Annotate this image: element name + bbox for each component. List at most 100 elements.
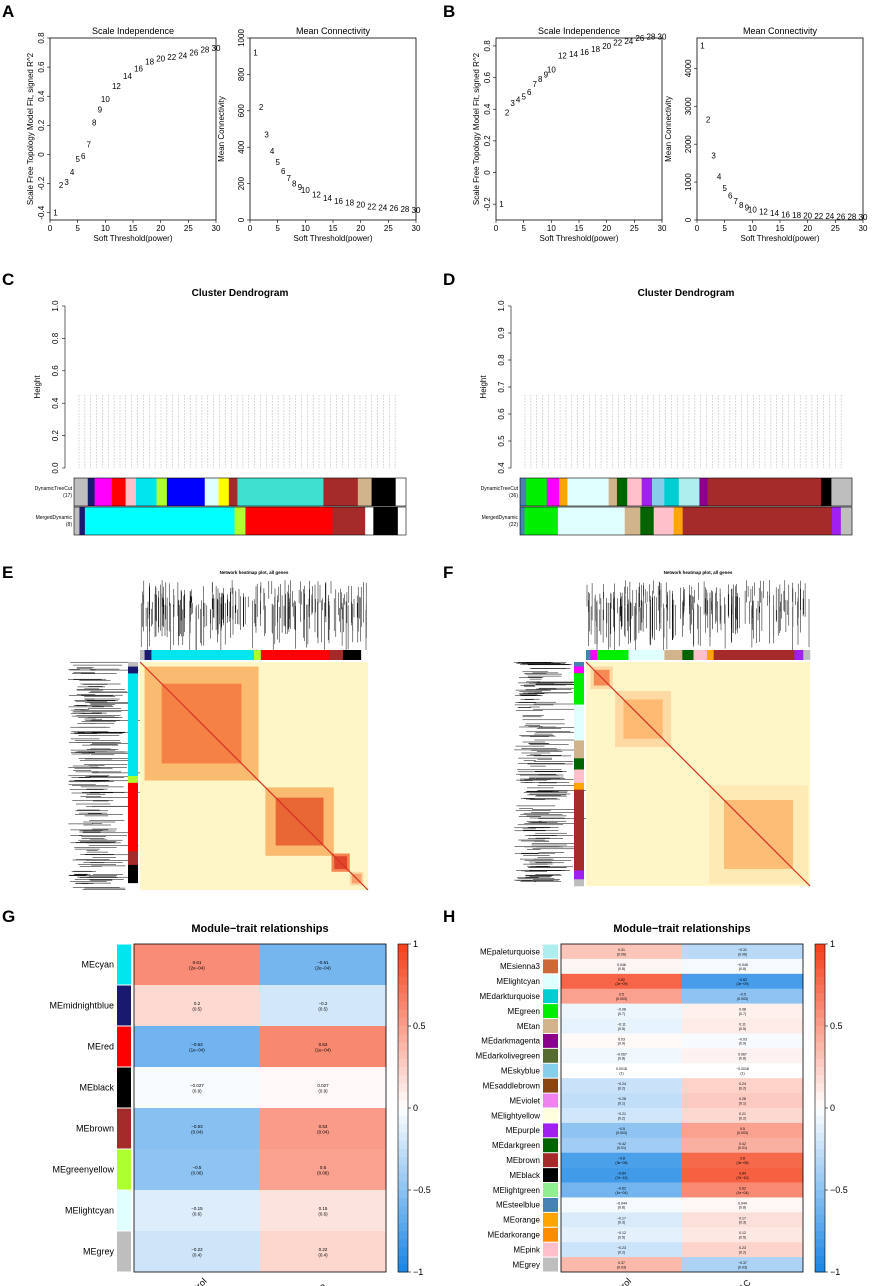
merged-dynamic-row-frame — [73, 506, 407, 536]
y-tick-label: 0 — [37, 152, 46, 157]
correlation-cell — [682, 973, 804, 990]
correlation-value: 0.046 — [617, 963, 626, 967]
correlation-pvalue: (0.06) — [617, 952, 626, 956]
x-tick-label: 25 — [384, 224, 393, 233]
side-color-segment — [574, 662, 584, 667]
y-tick-label: 0.2 — [37, 119, 46, 131]
dynamic-tree-cut-row-segment — [166, 478, 206, 506]
module-color-swatch — [543, 1168, 558, 1183]
y-tick-label: 1.0 — [51, 300, 60, 312]
x-tick-label: 30 — [412, 224, 421, 233]
merged-dynamic-row-frame — [519, 506, 853, 536]
module-name: MElightyellow — [491, 1111, 540, 1120]
data-point-label: 6 — [728, 191, 733, 200]
legend-gradient-step — [815, 993, 825, 1002]
data-point-label: 28 — [646, 32, 655, 41]
y-tick-label: 0.8 — [483, 40, 492, 52]
correlation-pvalue: (1) — [740, 1072, 744, 1076]
legend-gradient-step — [815, 1001, 825, 1011]
data-point-label: 3 — [711, 152, 716, 161]
x-tick-label: 15 — [575, 224, 584, 233]
merged-dynamic-row-segment — [234, 507, 246, 535]
legend-tick-label: 0.5 — [413, 1021, 426, 1031]
module-name: MElightcyan — [496, 977, 540, 986]
module-name: MEmidnightblue — [49, 1001, 114, 1011]
legend-gradient-step — [815, 944, 825, 953]
module-color-swatch — [543, 959, 558, 974]
correlation-cell — [561, 1182, 683, 1198]
data-point-label: 22 — [367, 202, 376, 211]
data-point-label: 5 — [722, 184, 727, 193]
legend-gradient-step — [815, 1173, 825, 1183]
data-point-label: 24 — [624, 37, 633, 46]
x-axis-label: Soft Threshold(power) — [94, 234, 173, 243]
module-color-swatch — [543, 1063, 558, 1078]
y-tick-label: 200 — [237, 176, 246, 190]
correlation-cell — [260, 1067, 387, 1109]
correlation-pvalue: (0.03) — [617, 1265, 626, 1269]
correlation-value: 0.027 — [317, 1083, 329, 1088]
module-color-swatch — [117, 1149, 131, 1190]
legend-gradient-step — [815, 1058, 825, 1068]
correlation-cell — [561, 1122, 683, 1139]
correlation-pvalue: (0.5) — [739, 1236, 746, 1240]
module-color-swatch — [543, 1004, 558, 1019]
correlation-value: −0.82 — [738, 978, 747, 982]
correlation-cell — [561, 1242, 683, 1258]
module-name: MEpaleturquoise — [480, 947, 541, 956]
y-tick-label: 0.4 — [37, 90, 46, 102]
F-heatmap: Network heatmap plot, all genes — [514, 570, 811, 887]
x-axis-label: Soft Threshold(power) — [741, 234, 820, 243]
correlation-value: 0.15 — [319, 1206, 328, 1211]
y-tick-label: 3000 — [684, 97, 693, 115]
legend-gradient-step — [815, 1214, 825, 1224]
data-point-label: 20 — [602, 42, 611, 51]
correlation-pvalue: (0.9) — [618, 1042, 625, 1046]
module-name: MEbrown — [506, 1156, 540, 1165]
data-point-label: 9 — [745, 203, 750, 212]
correlation-cell — [561, 1152, 683, 1168]
data-point-label: 2 — [505, 108, 510, 117]
correlation-pvalue: (0.003) — [737, 997, 748, 1001]
module-name: MEred — [87, 1042, 114, 1052]
correlation-cell — [134, 985, 261, 1027]
dynamic-tree-cut-row-segment — [608, 478, 618, 506]
data-point-label: 9 — [98, 105, 103, 114]
dynamic-tree-cut-row-segment — [707, 478, 822, 506]
module-color-swatch — [117, 1108, 131, 1149]
x-tick-label: 15 — [329, 224, 338, 233]
legend-gradient-step — [815, 1091, 825, 1101]
module-color-swatch — [117, 1190, 131, 1231]
correlation-pvalue: (0.003) — [616, 997, 627, 1001]
top-color-segment — [597, 650, 629, 660]
legend-gradient-step — [398, 1075, 408, 1084]
x-tick-label: 30 — [859, 224, 868, 233]
correlation-value: 0.24 — [739, 1082, 746, 1086]
legend-gradient-step — [815, 968, 825, 978]
dynamic-tree-cut-row-segment — [125, 478, 137, 506]
correlation-value: 0.63 — [319, 1042, 328, 1047]
merged-dynamic-row-segment — [84, 507, 235, 535]
correlation-pvalue: (0.003) — [737, 1131, 748, 1135]
side-color-segment — [128, 864, 138, 884]
correlation-cell — [682, 1063, 804, 1079]
correlation-value: 0.37 — [618, 1261, 625, 1265]
correlation-pvalue: (0.2) — [618, 1250, 625, 1254]
top-color-segment — [794, 650, 804, 660]
legend-gradient-step — [398, 960, 408, 970]
top-color-segment — [693, 650, 708, 660]
y-tick-label: 0.9 — [497, 327, 506, 339]
merged-dynamic-row-segment — [840, 507, 853, 535]
correlation-pvalue: (0.8) — [739, 1057, 746, 1061]
y-tick-label: 0.6 — [51, 365, 60, 377]
side-color-segment — [574, 758, 584, 770]
top-color-segment — [151, 650, 255, 660]
legend-gradient-step — [398, 1067, 408, 1076]
dynamic-tree-cut-row-segment — [94, 478, 113, 506]
module-color-swatch — [543, 1078, 558, 1093]
panel-label-f: F — [443, 563, 453, 582]
data-point-label: 1 — [53, 209, 58, 218]
legend-gradient-step — [398, 1009, 408, 1019]
data-point-label: 7 — [87, 140, 92, 149]
side-color-segment — [574, 879, 584, 887]
